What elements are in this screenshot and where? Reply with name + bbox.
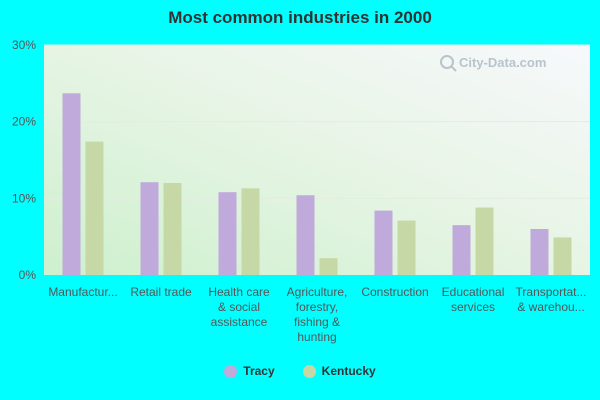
bar-kentucky[interactable] — [319, 258, 338, 275]
watermark-text: City-Data.com — [459, 55, 546, 70]
legend: Tracy Kentucky — [0, 364, 600, 378]
y-tick-label: 10% — [12, 191, 36, 205]
bar-tracy[interactable] — [530, 229, 549, 275]
bar-tracy[interactable] — [218, 192, 237, 275]
x-tick-label: Construction — [361, 285, 428, 299]
bar-kentucky[interactable] — [241, 188, 260, 275]
legend-item-tracy[interactable]: Tracy — [224, 364, 275, 378]
x-tick-label: Manufactur... — [48, 285, 117, 299]
y-tick-label: 20% — [12, 115, 36, 129]
legend-item-kentucky[interactable]: Kentucky — [302, 364, 376, 378]
x-tick-label: Educational services — [442, 285, 505, 314]
y-axis-ticks: 0% 10% 20% 30% — [12, 38, 36, 282]
bar-tracy[interactable] — [374, 210, 393, 275]
gridlines — [44, 44, 590, 199]
legend-label-tracy: Tracy — [243, 364, 275, 378]
x-tick-label: Health care & social assistance — [208, 285, 270, 329]
bar-kentucky[interactable] — [553, 237, 572, 275]
x-axis-labels: Manufactur... Retail trade Health care & so… — [48, 285, 586, 344]
x-tick-label: Transportat... & warehou... — [516, 285, 587, 314]
bar-kentucky[interactable] — [475, 207, 494, 275]
bar-kentucky[interactable] — [397, 220, 416, 275]
bars — [62, 93, 572, 275]
bar-kentucky[interactable] — [163, 183, 182, 275]
legend-swatch-tracy — [224, 364, 238, 378]
plot-area — [44, 45, 590, 275]
bar-tracy[interactable] — [140, 182, 159, 275]
bar-tracy[interactable] — [296, 195, 315, 275]
x-tick-label: Agriculture, forestry, fishing & hunting — [287, 285, 348, 344]
bar-tracy[interactable] — [452, 225, 471, 275]
legend-swatch-kentucky — [302, 364, 316, 378]
bar-tracy[interactable] — [62, 93, 81, 275]
bar-kentucky[interactable] — [85, 141, 104, 275]
legend-label-kentucky: Kentucky — [321, 364, 376, 378]
x-tick-label: Retail trade — [130, 285, 192, 299]
y-tick-label: 0% — [19, 268, 37, 282]
y-tick-label: 30% — [12, 38, 36, 52]
chart-title: Most common industries in 2000 — [168, 8, 432, 27]
watermark-search-icon — [440, 55, 454, 69]
watermark: City-Data.com — [440, 55, 546, 72]
